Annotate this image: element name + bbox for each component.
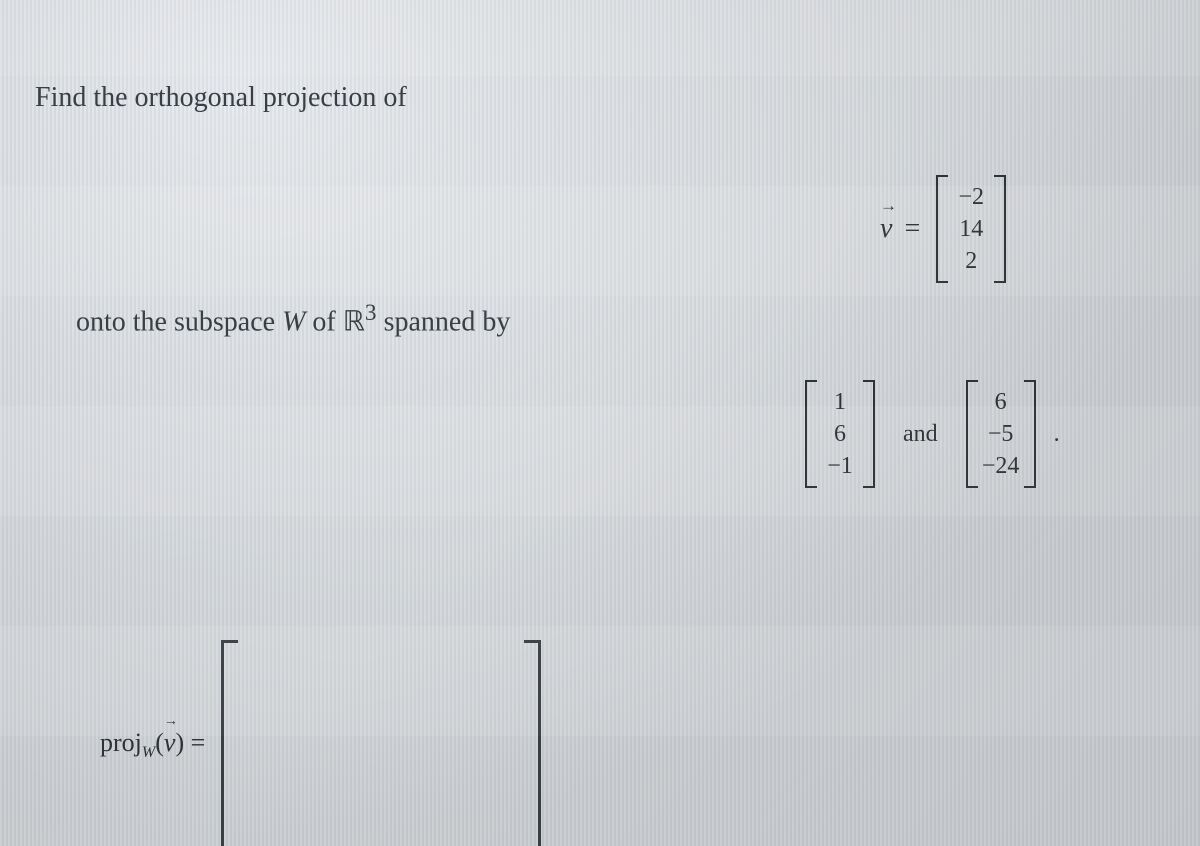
space-symbol: ℝ — [343, 306, 365, 337]
w1-entry-2: −1 — [819, 450, 861, 482]
projection-answer-row: projW(v) = — [100, 640, 541, 846]
v-entry-2: 2 — [950, 245, 992, 277]
w2-entry-2: −24 — [980, 450, 1022, 482]
question-line-1: Find the orthogonal projection of — [35, 82, 407, 114]
w1-entry-1: 6 — [819, 418, 861, 450]
vector-w1-matrix: 1 6 −1 — [805, 380, 875, 488]
vector-v-equation: v = −2 14 2 — [880, 175, 1006, 283]
w1-entry-0: 1 — [819, 386, 861, 418]
proj-prefix: proj — [100, 728, 142, 757]
line2-prefix: onto the subspace — [76, 306, 282, 337]
proj-equals: = — [191, 728, 206, 757]
v-entry-0: −2 — [950, 181, 992, 213]
space-exponent: 3 — [365, 300, 377, 326]
proj-arg: v — [164, 728, 176, 757]
proj-label: projW(v) = — [100, 728, 205, 762]
vector-v-matrix: −2 14 2 — [936, 175, 1006, 283]
proj-subscript: W — [142, 744, 155, 761]
vector-w2-matrix: 6 −5 −24 — [966, 380, 1036, 488]
w2-entry-1: −5 — [980, 418, 1022, 450]
v-symbol: v — [880, 213, 892, 245]
spanning-vectors: 1 6 −1 and 6 −5 −24 . — [805, 380, 1060, 488]
projection-answer-bracket[interactable] — [221, 640, 541, 846]
line2-suffix: spanned by — [377, 306, 511, 337]
question-line-2: onto the subspace W of ℝ3 spanned by — [76, 300, 510, 338]
line2-mid: of — [305, 306, 342, 337]
and-word: and — [903, 421, 938, 448]
w2-entry-0: 6 — [980, 386, 1022, 418]
subspace-symbol: W — [282, 306, 305, 337]
period: . — [1054, 421, 1060, 448]
equals-sign: = — [904, 213, 920, 245]
v-entry-1: 14 — [950, 213, 992, 245]
